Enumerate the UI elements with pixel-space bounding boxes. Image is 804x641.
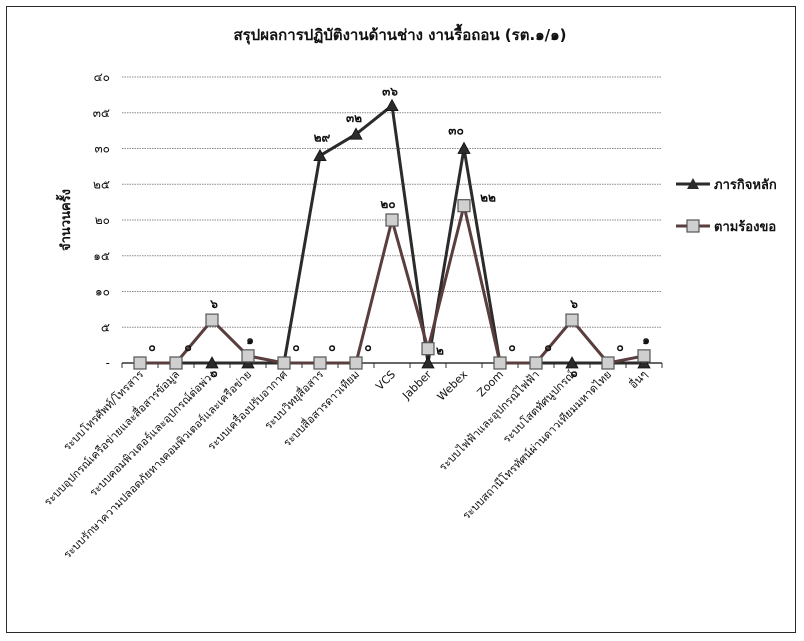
series-line-2 [140, 204, 645, 365]
legend-label: ภารกิจหลัก [714, 178, 777, 193]
series-layer [133, 98, 651, 370]
data-label: ๓๐ [448, 124, 464, 138]
data-label: ๒๒ [480, 191, 496, 205]
y-tick-label: ๕ [101, 320, 110, 334]
data-labels: ๐๐๖๑๐๐๐๒๐๒๒๒๐ ๐๖๐๑๐๒๙๓๒๓๖๓๐๐ [148, 85, 649, 380]
y-tick-label: ๒๕ [93, 177, 110, 191]
data-label: ๖ [569, 297, 578, 311]
y-tick-label: - [106, 356, 110, 370]
legend-triangle [687, 178, 699, 189]
data-label: ๐ [292, 340, 299, 354]
square-point [565, 313, 579, 327]
square-point [205, 313, 219, 327]
data-label: ๒ [436, 344, 444, 358]
x-category-labels: ระบบโทรศัพท์/โทรสารระบบอุปกรณ์เครือข่ายแ… [40, 366, 650, 561]
data-label: ๐ [570, 366, 577, 380]
triangle-point [457, 141, 471, 154]
chart-frame [6, 6, 796, 633]
square-point [601, 356, 615, 370]
square-point [421, 342, 435, 356]
square-point [457, 199, 471, 213]
y-tick-label: ๔๐ [94, 70, 110, 84]
square-point [349, 356, 363, 370]
chart-title: สรุปผลการปฏิบัติงานด้านช่าง งานรื้อถอน (… [233, 23, 566, 45]
data-label: ๒๙ [314, 131, 331, 145]
data-label: ๒๐ [380, 197, 395, 211]
legend-label: ตามร้องขอ [714, 219, 776, 235]
data-label: ๑ [246, 333, 254, 347]
triangle-point [313, 148, 327, 162]
data-label: ๐ [364, 340, 371, 354]
x-category-label: Zoom [475, 368, 507, 400]
data-label: ๐ [544, 340, 551, 354]
x-category-label: ระบบอุปกรณ์เครือข่ายและสื่อสารข้อมูล [40, 367, 182, 509]
square-point [529, 356, 543, 370]
triangle-point [421, 356, 435, 369]
triangle-point [205, 356, 219, 369]
square-point [133, 356, 147, 370]
data-label: ๐ [328, 340, 335, 354]
data-label: ๓๒ [346, 111, 362, 125]
square-point [493, 356, 507, 370]
y-axis-label: จำนวนครั้ง [55, 189, 74, 251]
square-point [637, 349, 651, 363]
data-label: ๓๖ [382, 85, 398, 99]
triangle-point [241, 356, 255, 369]
triangle-point [385, 98, 399, 111]
data-label: ๐ [184, 340, 191, 354]
x-category-label: อื่นๆ [625, 366, 650, 391]
x-category-label: Jabber [399, 368, 434, 403]
y-tick-label: ๑๕ [93, 249, 110, 263]
square-point [241, 349, 255, 363]
data-label: ๖ [209, 297, 218, 311]
data-label: ๐ [210, 366, 217, 380]
y-tick-labels: - ๕ ๑๐ ๑๕ ๒๐ ๒๕ ๓๐ ๓๕ ๔๐ [93, 70, 110, 370]
data-label: ๐ [616, 340, 623, 354]
triangle-point [349, 127, 363, 140]
y-tick-label: ๓๐ [94, 142, 110, 156]
data-label: ๑ [642, 333, 650, 347]
triangle-point [637, 356, 651, 369]
legend-square [686, 219, 700, 233]
y-tick-label: ๑๐ [95, 285, 110, 299]
x-category-label: VCS [373, 368, 398, 393]
data-label: ๐ [148, 340, 155, 354]
data-label: ๐ [508, 340, 515, 354]
y-tick-label: ๓๕ [93, 106, 110, 120]
y-tick-label: ๒๐ [95, 213, 110, 227]
square-point [277, 356, 291, 370]
square-point [385, 213, 399, 227]
square-point [313, 356, 327, 370]
triangle-point [565, 356, 579, 369]
square-point [169, 356, 183, 370]
x-category-label: Webex [435, 368, 471, 404]
